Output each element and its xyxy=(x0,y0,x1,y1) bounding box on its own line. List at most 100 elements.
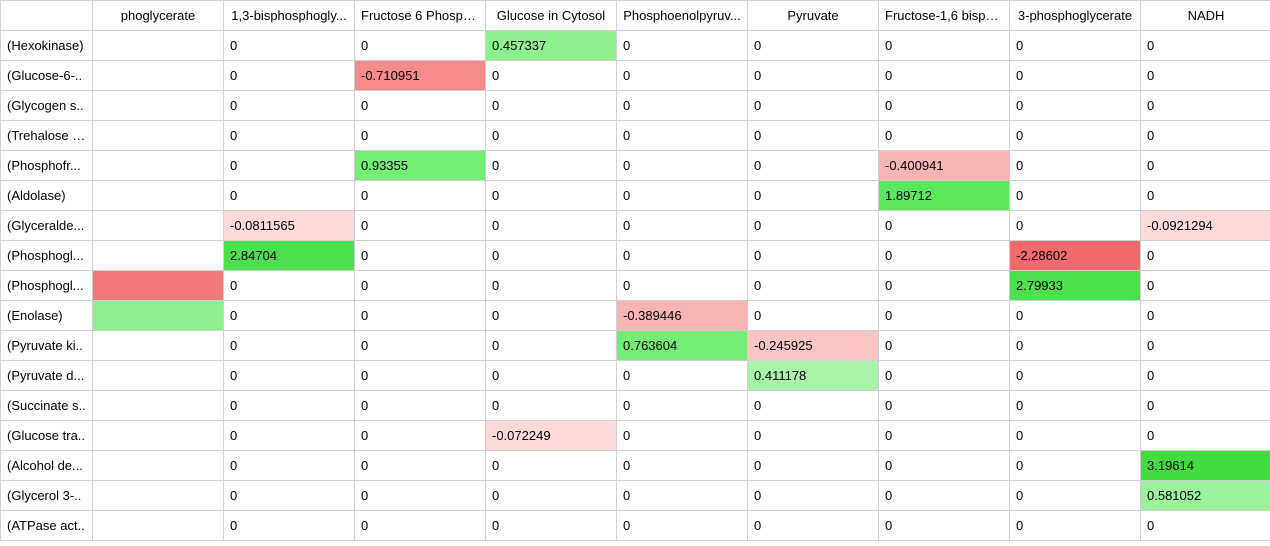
table-cell[interactable]: 0 xyxy=(1010,391,1141,421)
column-header[interactable]: Pyruvate xyxy=(748,1,879,31)
table-cell[interactable] xyxy=(93,31,224,61)
table-cell[interactable]: -0.0811565 xyxy=(224,211,355,241)
column-header[interactable]: Fructose-1,6 bisph... xyxy=(879,1,1010,31)
table-cell[interactable]: 0 xyxy=(224,451,355,481)
table-cell[interactable]: 0 xyxy=(224,151,355,181)
table-cell[interactable]: 0 xyxy=(355,301,486,331)
column-header[interactable]: Phosphoenolpyruv... xyxy=(617,1,748,31)
table-cell[interactable]: 0 xyxy=(355,211,486,241)
table-cell[interactable] xyxy=(93,91,224,121)
table-cell[interactable]: -0.0921294 xyxy=(1141,211,1270,241)
row-header[interactable]: (Enolase) xyxy=(1,301,93,331)
table-cell[interactable]: 0 xyxy=(1141,91,1270,121)
table-cell[interactable]: 0 xyxy=(224,361,355,391)
table-cell[interactable]: 0 xyxy=(355,421,486,451)
table-cell[interactable]: 0 xyxy=(1010,481,1141,511)
table-cell[interactable]: 0 xyxy=(1010,451,1141,481)
table-cell[interactable]: 0 xyxy=(1141,421,1270,451)
table-cell[interactable]: 0 xyxy=(1141,31,1270,61)
table-cell[interactable]: 0 xyxy=(617,451,748,481)
table-cell[interactable]: 0 xyxy=(617,151,748,181)
table-cell[interactable] xyxy=(93,361,224,391)
table-cell[interactable]: 0 xyxy=(486,361,617,391)
table-cell[interactable]: 0 xyxy=(1141,331,1270,361)
table-cell[interactable]: 3.19614 xyxy=(1141,451,1270,481)
table-cell[interactable]: 0 xyxy=(1141,151,1270,181)
table-cell[interactable]: 0 xyxy=(617,91,748,121)
table-cell[interactable]: 0 xyxy=(224,301,355,331)
table-cell[interactable]: 0 xyxy=(1010,121,1141,151)
table-cell[interactable]: 0 xyxy=(1010,511,1141,541)
table-cell[interactable]: 0 xyxy=(355,271,486,301)
column-header[interactable]: Fructose 6 Phosph... xyxy=(355,1,486,31)
table-cell[interactable]: 2.79933 xyxy=(1010,271,1141,301)
table-cell[interactable]: -0.400941 xyxy=(879,151,1010,181)
table-cell[interactable]: 0 xyxy=(1010,151,1141,181)
row-header[interactable]: (Glycerol 3-.. xyxy=(1,481,93,511)
column-header[interactable]: 1,3-bisphosphogly... xyxy=(224,1,355,31)
table-cell[interactable]: 0 xyxy=(224,481,355,511)
table-cell[interactable]: 0 xyxy=(355,121,486,151)
table-cell[interactable]: 2.84704 xyxy=(224,241,355,271)
table-cell[interactable]: 0 xyxy=(486,211,617,241)
table-cell[interactable]: 0 xyxy=(486,271,617,301)
table-cell[interactable]: 0 xyxy=(486,241,617,271)
table-cell[interactable]: 0 xyxy=(1141,361,1270,391)
table-cell[interactable]: 0 xyxy=(748,91,879,121)
table-cell[interactable]: 0 xyxy=(224,511,355,541)
table-cell[interactable]: 0 xyxy=(879,61,1010,91)
table-cell[interactable]: 0 xyxy=(748,481,879,511)
table-cell[interactable]: 0 xyxy=(1010,91,1141,121)
table-cell[interactable]: 0.457337 xyxy=(486,31,617,61)
row-header[interactable]: (ATPase act.. xyxy=(1,511,93,541)
table-cell[interactable]: 0 xyxy=(224,61,355,91)
table-cell[interactable]: 0.763604 xyxy=(617,331,748,361)
table-cell[interactable]: 0 xyxy=(355,181,486,211)
table-cell[interactable]: 0 xyxy=(355,91,486,121)
row-header[interactable]: (Hexokinase) xyxy=(1,31,93,61)
table-cell[interactable]: 0 xyxy=(224,391,355,421)
table-cell[interactable]: 0 xyxy=(355,361,486,391)
table-cell[interactable]: 0 xyxy=(879,91,1010,121)
column-header[interactable]: Glucose in Cytosol xyxy=(486,1,617,31)
table-cell[interactable]: 0 xyxy=(748,61,879,91)
row-header[interactable]: (Succinate s.. xyxy=(1,391,93,421)
table-cell[interactable]: 0 xyxy=(748,151,879,181)
table-cell[interactable] xyxy=(93,151,224,181)
row-header[interactable]: (Pyruvate ki.. xyxy=(1,331,93,361)
table-cell[interactable]: 0 xyxy=(1141,511,1270,541)
table-cell[interactable]: 0 xyxy=(879,481,1010,511)
table-cell[interactable]: 0 xyxy=(1010,31,1141,61)
table-cell[interactable]: 0 xyxy=(355,241,486,271)
table-cell[interactable]: 0 xyxy=(1010,61,1141,91)
table-cell[interactable]: 0 xyxy=(748,241,879,271)
table-cell[interactable]: 0 xyxy=(355,331,486,361)
table-cell[interactable]: 0 xyxy=(748,271,879,301)
table-cell[interactable]: 0 xyxy=(748,511,879,541)
table-cell[interactable]: 0 xyxy=(355,451,486,481)
table-cell[interactable] xyxy=(93,421,224,451)
table-cell[interactable]: 0 xyxy=(617,481,748,511)
table-cell[interactable] xyxy=(93,271,224,301)
table-cell[interactable]: 0 xyxy=(617,121,748,151)
table-cell[interactable]: 0 xyxy=(486,181,617,211)
table-cell[interactable]: 0 xyxy=(1141,241,1270,271)
row-header[interactable]: (Aldolase) xyxy=(1,181,93,211)
table-cell[interactable]: 0 xyxy=(224,31,355,61)
table-cell[interactable]: 0 xyxy=(1141,61,1270,91)
table-cell[interactable]: 0 xyxy=(224,421,355,451)
table-cell[interactable]: 0 xyxy=(486,391,617,421)
table-cell[interactable]: 0 xyxy=(355,481,486,511)
table-cell[interactable]: 0 xyxy=(486,301,617,331)
table-cell[interactable]: 0 xyxy=(748,391,879,421)
table-cell[interactable]: 0 xyxy=(486,511,617,541)
table-cell[interactable]: 0 xyxy=(748,301,879,331)
table-cell[interactable] xyxy=(93,481,224,511)
table-cell[interactable]: 0 xyxy=(748,451,879,481)
table-cell[interactable]: 0 xyxy=(224,181,355,211)
table-cell[interactable]: 0 xyxy=(355,511,486,541)
table-cell[interactable]: 0 xyxy=(1010,361,1141,391)
table-cell[interactable]: 0 xyxy=(617,511,748,541)
table-cell[interactable] xyxy=(93,301,224,331)
table-cell[interactable] xyxy=(93,451,224,481)
